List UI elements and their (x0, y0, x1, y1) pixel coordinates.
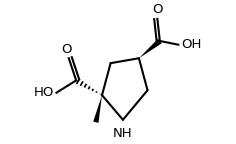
Polygon shape (139, 39, 162, 58)
Text: OH: OH (181, 38, 201, 51)
Polygon shape (93, 95, 102, 123)
Text: NH: NH (113, 127, 133, 140)
Text: O: O (61, 43, 72, 56)
Text: O: O (152, 3, 163, 16)
Text: HO: HO (34, 86, 54, 99)
